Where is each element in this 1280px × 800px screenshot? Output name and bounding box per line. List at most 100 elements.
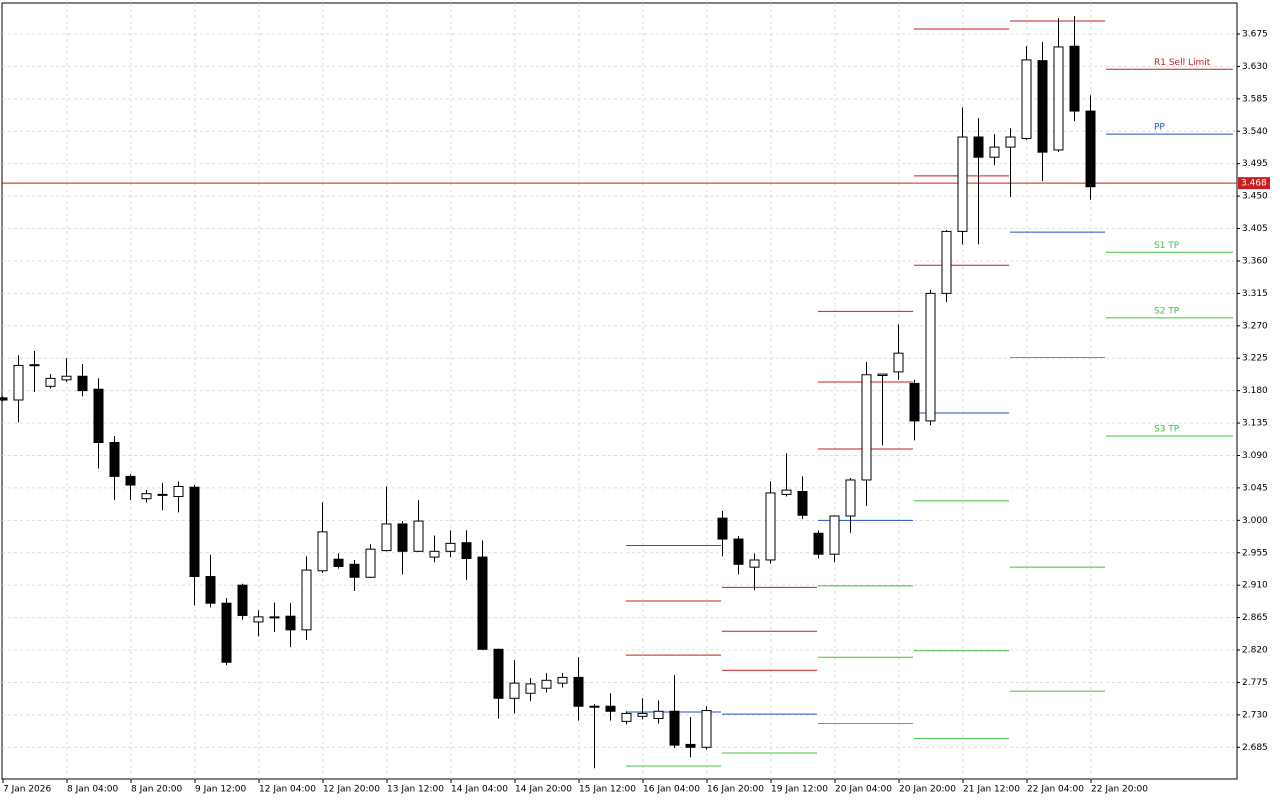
candle-body	[157, 493, 168, 496]
y-tick-label: 3.225	[1242, 354, 1268, 364]
x-tick-label: 13 Jan 12:00	[387, 785, 444, 795]
candle-body	[397, 523, 408, 552]
candle-body	[493, 648, 504, 699]
candle-body	[957, 136, 968, 232]
pivot-label: S1 TP	[1154, 241, 1180, 251]
x-tick-label: 19 Jan 12:00	[771, 785, 828, 795]
x-tick-label: 8 Jan 04:00	[67, 785, 119, 795]
candle-body	[573, 676, 584, 707]
candle-body	[1037, 60, 1048, 153]
x-tick-label: 9 Jan 12:00	[195, 785, 247, 795]
pivot-label: PP	[1154, 123, 1165, 133]
y-tick-label: 3.090	[1242, 451, 1268, 461]
candle-body	[301, 569, 312, 631]
x-tick-label: 14 Jan 04:00	[451, 785, 508, 795]
last-price-box	[1238, 177, 1270, 190]
pivot-label: S2 TP	[1154, 306, 1180, 316]
candle-body	[845, 479, 856, 517]
candle-body	[685, 743, 696, 748]
candle-body	[669, 710, 680, 746]
candle-body	[141, 493, 152, 500]
y-tick-label: 3.315	[1242, 289, 1268, 299]
candle-body	[909, 382, 920, 422]
candle-body	[989, 146, 1000, 158]
y-tick-label: 3.495	[1242, 159, 1268, 169]
x-tick-label: 15 Jan 12:00	[579, 785, 636, 795]
last-price-label: 3.468	[1241, 179, 1267, 189]
candle-body	[45, 377, 56, 387]
candle-body	[861, 374, 872, 481]
candle-body	[1021, 59, 1032, 139]
candle-body	[1053, 46, 1064, 151]
y-tick-label: 2.685	[1242, 743, 1268, 753]
candle-body	[365, 548, 376, 578]
candle-body	[893, 352, 904, 373]
candle-body	[701, 710, 712, 748]
x-tick-label: 22 Jan 20:00	[1091, 785, 1148, 795]
candle-body	[1005, 136, 1016, 148]
candle-body	[13, 364, 24, 401]
candle-body	[269, 616, 280, 619]
x-tick-label: 7 Jan 2026	[3, 785, 51, 795]
candle-body	[605, 705, 616, 712]
x-tick-label: 8 Jan 20:00	[131, 785, 183, 795]
y-tick-label: 2.820	[1242, 646, 1268, 656]
candle-body	[189, 486, 200, 578]
candle-body	[237, 584, 248, 616]
candle-body	[93, 388, 104, 444]
candle-body	[589, 705, 600, 708]
y-tick-label: 2.955	[1242, 548, 1268, 558]
y-tick-label: 3.675	[1242, 29, 1268, 39]
candle-body	[253, 616, 264, 623]
candle-body	[941, 230, 952, 294]
candle-body	[0, 397, 8, 401]
candle-body	[781, 489, 792, 495]
candle-body	[1069, 45, 1080, 112]
candle-body	[317, 531, 328, 572]
candle-body	[765, 492, 776, 561]
candle-body	[1085, 110, 1096, 188]
candle-body	[797, 491, 808, 516]
x-tick-label: 14 Jan 20:00	[515, 785, 572, 795]
candle-body	[925, 292, 936, 422]
y-tick-label: 2.865	[1242, 613, 1268, 623]
candle-body	[749, 559, 760, 568]
candle-body	[717, 517, 728, 540]
candle-body	[77, 375, 88, 392]
y-tick-label: 3.450	[1242, 192, 1268, 202]
y-tick-label: 3.405	[1242, 224, 1268, 234]
candle-body	[381, 523, 392, 552]
candle-body	[813, 532, 824, 555]
candle-body	[445, 542, 456, 552]
x-tick-label: 16 Jan 20:00	[707, 785, 764, 795]
candle-body	[205, 576, 216, 604]
y-tick-label: 3.270	[1242, 321, 1268, 331]
candle-body	[541, 679, 552, 689]
x-tick-label: 22 Jan 04:00	[1027, 785, 1084, 795]
y-tick-label: 3.135	[1242, 419, 1268, 429]
candle-body	[557, 676, 568, 684]
plot-frame	[1, 2, 1238, 780]
y-tick-label: 2.775	[1242, 678, 1268, 688]
candle-body	[477, 556, 488, 650]
y-tick-label: 3.585	[1242, 94, 1268, 104]
y-tick-label: 2.910	[1242, 581, 1268, 591]
candle-body	[621, 712, 632, 722]
candle-body	[429, 550, 440, 558]
x-tick-label: 20 Jan 04:00	[835, 785, 892, 795]
x-tick-label: 12 Jan 04:00	[259, 785, 316, 795]
y-tick-label: 3.000	[1242, 516, 1268, 526]
y-tick-label: 3.630	[1242, 62, 1268, 72]
candle-body	[877, 373, 888, 377]
candle-body	[333, 558, 344, 567]
candle-body	[637, 712, 648, 717]
candle-body	[413, 520, 424, 552]
candle-body	[653, 710, 664, 719]
candle-body	[461, 542, 472, 560]
candle-body	[829, 515, 840, 555]
x-tick-label: 20 Jan 20:00	[899, 785, 956, 795]
x-tick-label: 16 Jan 04:00	[643, 785, 700, 795]
pivot-label: S3 TP	[1154, 425, 1180, 435]
